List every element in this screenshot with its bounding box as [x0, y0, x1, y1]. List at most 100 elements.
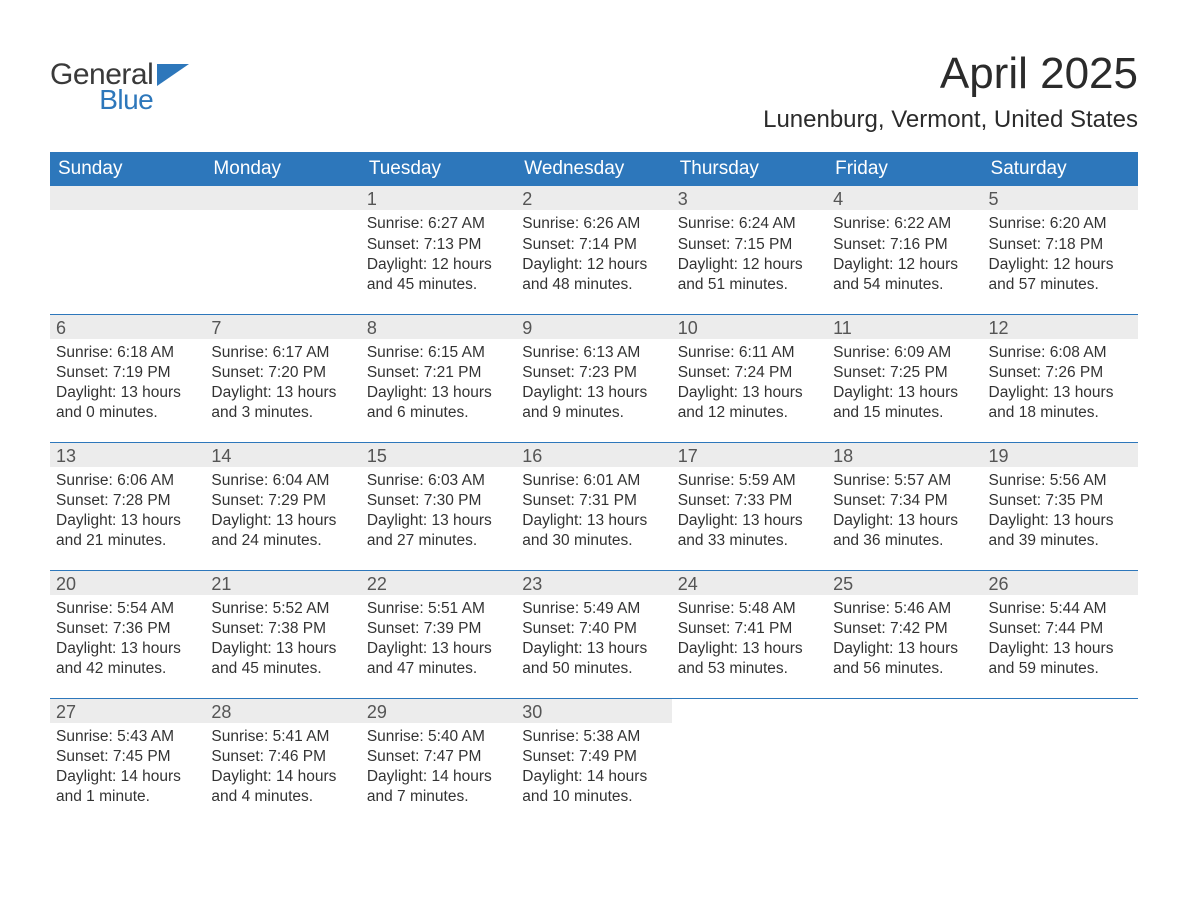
day-number: 4: [827, 186, 982, 210]
daylight-text: Daylight: 12 hours and 54 minutes.: [833, 255, 976, 295]
sunrise-text: Sunrise: 6:22 AM: [833, 214, 976, 234]
daylight-text: Daylight: 13 hours and 33 minutes.: [678, 511, 821, 551]
calendar-cell: 14Sunrise: 6:04 AMSunset: 7:29 PMDayligh…: [205, 442, 360, 570]
daylight-text: Daylight: 13 hours and 39 minutes.: [989, 511, 1132, 551]
sunset-text: Sunset: 7:44 PM: [989, 619, 1132, 639]
day-body: Sunrise: 6:17 AMSunset: 7:20 PMDaylight:…: [205, 339, 360, 424]
day-number: 6: [50, 315, 205, 339]
daylight-text: Daylight: 12 hours and 51 minutes.: [678, 255, 821, 295]
sunset-text: Sunset: 7:42 PM: [833, 619, 976, 639]
calendar-cell: 19Sunrise: 5:56 AMSunset: 7:35 PMDayligh…: [983, 442, 1138, 570]
daylight-text: Daylight: 13 hours and 3 minutes.: [211, 383, 354, 423]
sunset-text: Sunset: 7:40 PM: [522, 619, 665, 639]
day-body: [672, 723, 827, 727]
day-number: 22: [361, 571, 516, 595]
day-body: Sunrise: 5:44 AMSunset: 7:44 PMDaylight:…: [983, 595, 1138, 680]
calendar-cell: 6Sunrise: 6:18 AMSunset: 7:19 PMDaylight…: [50, 314, 205, 442]
calendar-cell: 4Sunrise: 6:22 AMSunset: 7:16 PMDaylight…: [827, 186, 982, 314]
sunrise-text: Sunrise: 5:38 AM: [522, 727, 665, 747]
calendar-cell: 5Sunrise: 6:20 AMSunset: 7:18 PMDaylight…: [983, 186, 1138, 314]
sunrise-text: Sunrise: 5:54 AM: [56, 599, 199, 619]
sunset-text: Sunset: 7:24 PM: [678, 363, 821, 383]
logo-line2: Blue: [50, 86, 153, 114]
daylight-text: Daylight: 13 hours and 15 minutes.: [833, 383, 976, 423]
day-number: 19: [983, 443, 1138, 467]
daylight-text: Daylight: 13 hours and 6 minutes.: [367, 383, 510, 423]
day-body: Sunrise: 6:22 AMSunset: 7:16 PMDaylight:…: [827, 210, 982, 295]
daylight-text: Daylight: 13 hours and 53 minutes.: [678, 639, 821, 679]
day-body: Sunrise: 5:57 AMSunset: 7:34 PMDaylight:…: [827, 467, 982, 552]
daylight-text: Daylight: 13 hours and 36 minutes.: [833, 511, 976, 551]
sunset-text: Sunset: 7:18 PM: [989, 235, 1132, 255]
calendar-cell: 13Sunrise: 6:06 AMSunset: 7:28 PMDayligh…: [50, 442, 205, 570]
daylight-text: Daylight: 13 hours and 42 minutes.: [56, 639, 199, 679]
sunset-text: Sunset: 7:49 PM: [522, 747, 665, 767]
sunset-text: Sunset: 7:39 PM: [367, 619, 510, 639]
daylight-text: Daylight: 12 hours and 57 minutes.: [989, 255, 1132, 295]
sunrise-text: Sunrise: 5:57 AM: [833, 471, 976, 491]
calendar-body: 1Sunrise: 6:27 AMSunset: 7:13 PMDaylight…: [50, 186, 1138, 826]
calendar-cell: 27Sunrise: 5:43 AMSunset: 7:45 PMDayligh…: [50, 698, 205, 826]
day-number: 15: [361, 443, 516, 467]
sunset-text: Sunset: 7:38 PM: [211, 619, 354, 639]
sunset-text: Sunset: 7:16 PM: [833, 235, 976, 255]
daylight-text: Daylight: 13 hours and 21 minutes.: [56, 511, 199, 551]
calendar-cell: 7Sunrise: 6:17 AMSunset: 7:20 PMDaylight…: [205, 314, 360, 442]
sunrise-text: Sunrise: 6:18 AM: [56, 343, 199, 363]
sunrise-text: Sunrise: 6:13 AM: [522, 343, 665, 363]
day-body: Sunrise: 5:48 AMSunset: 7:41 PMDaylight:…: [672, 595, 827, 680]
day-number: 14: [205, 443, 360, 467]
day-number: [983, 699, 1138, 723]
day-number: 23: [516, 571, 671, 595]
sunrise-text: Sunrise: 6:06 AM: [56, 471, 199, 491]
sunrise-text: Sunrise: 6:27 AM: [367, 214, 510, 234]
calendar-week: 13Sunrise: 6:06 AMSunset: 7:28 PMDayligh…: [50, 442, 1138, 570]
day-number: 21: [205, 571, 360, 595]
sunset-text: Sunset: 7:26 PM: [989, 363, 1132, 383]
calendar-cell: 23Sunrise: 5:49 AMSunset: 7:40 PMDayligh…: [516, 570, 671, 698]
day-number: 10: [672, 315, 827, 339]
day-body: Sunrise: 6:26 AMSunset: 7:14 PMDaylight:…: [516, 210, 671, 295]
daylight-text: Daylight: 13 hours and 59 minutes.: [989, 639, 1132, 679]
sunset-text: Sunset: 7:28 PM: [56, 491, 199, 511]
day-body: Sunrise: 6:13 AMSunset: 7:23 PMDaylight:…: [516, 339, 671, 424]
daylight-text: Daylight: 13 hours and 50 minutes.: [522, 639, 665, 679]
calendar-table: Sunday Monday Tuesday Wednesday Thursday…: [50, 152, 1138, 826]
day-number: 5: [983, 186, 1138, 210]
sunrise-text: Sunrise: 5:40 AM: [367, 727, 510, 747]
day-number: 16: [516, 443, 671, 467]
sunrise-text: Sunrise: 5:46 AM: [833, 599, 976, 619]
day-body: Sunrise: 6:01 AMSunset: 7:31 PMDaylight:…: [516, 467, 671, 552]
day-body: Sunrise: 6:06 AMSunset: 7:28 PMDaylight:…: [50, 467, 205, 552]
day-header: Wednesday: [516, 152, 671, 186]
page-title: April 2025: [763, 50, 1138, 98]
sunrise-text: Sunrise: 6:11 AM: [678, 343, 821, 363]
calendar-cell: [672, 698, 827, 826]
logo-text: General Blue: [50, 60, 153, 114]
day-number: 25: [827, 571, 982, 595]
day-body: Sunrise: 5:41 AMSunset: 7:46 PMDaylight:…: [205, 723, 360, 808]
day-body: Sunrise: 5:38 AMSunset: 7:49 PMDaylight:…: [516, 723, 671, 808]
day-number: 29: [361, 699, 516, 723]
day-body: Sunrise: 5:59 AMSunset: 7:33 PMDaylight:…: [672, 467, 827, 552]
day-body: Sunrise: 6:27 AMSunset: 7:13 PMDaylight:…: [361, 210, 516, 295]
calendar-cell: 8Sunrise: 6:15 AMSunset: 7:21 PMDaylight…: [361, 314, 516, 442]
day-number: 18: [827, 443, 982, 467]
daylight-text: Daylight: 13 hours and 47 minutes.: [367, 639, 510, 679]
sunrise-text: Sunrise: 5:56 AM: [989, 471, 1132, 491]
sunrise-text: Sunrise: 5:49 AM: [522, 599, 665, 619]
sunset-text: Sunset: 7:15 PM: [678, 235, 821, 255]
calendar-cell: 26Sunrise: 5:44 AMSunset: 7:44 PMDayligh…: [983, 570, 1138, 698]
sunrise-text: Sunrise: 6:09 AM: [833, 343, 976, 363]
sunrise-text: Sunrise: 5:51 AM: [367, 599, 510, 619]
calendar-cell: 16Sunrise: 6:01 AMSunset: 7:31 PMDayligh…: [516, 442, 671, 570]
calendar-cell: 20Sunrise: 5:54 AMSunset: 7:36 PMDayligh…: [50, 570, 205, 698]
day-number: 8: [361, 315, 516, 339]
day-number: 28: [205, 699, 360, 723]
calendar-cell: [50, 186, 205, 314]
day-body: Sunrise: 5:49 AMSunset: 7:40 PMDaylight:…: [516, 595, 671, 680]
day-number: 11: [827, 315, 982, 339]
day-body: Sunrise: 6:18 AMSunset: 7:19 PMDaylight:…: [50, 339, 205, 424]
sunrise-text: Sunrise: 6:26 AM: [522, 214, 665, 234]
sunset-text: Sunset: 7:14 PM: [522, 235, 665, 255]
